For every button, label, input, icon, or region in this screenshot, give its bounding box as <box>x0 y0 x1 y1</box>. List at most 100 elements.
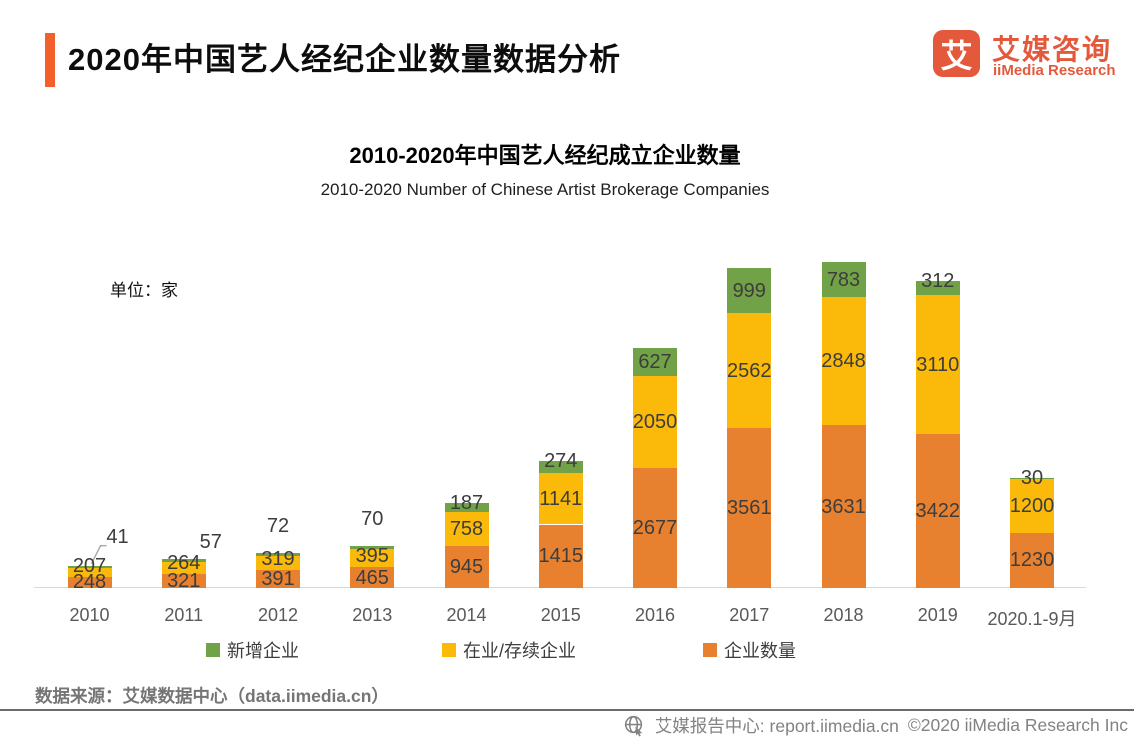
bar-segment-在业/存续企业-2011 <box>161 561 206 574</box>
bar-value-label: 999 <box>732 279 766 302</box>
legend-item-企业数量: 企业数量 <box>703 637 796 663</box>
x-tick-2013: 2013 <box>352 605 393 625</box>
bar-segment-在业/存续企业-2010 <box>67 567 112 577</box>
logo-mark-glyph: 艾 <box>940 37 973 74</box>
bar-segment-新增企业-2013 <box>350 546 395 550</box>
bar-segment-新增企业-2016 <box>633 347 677 376</box>
bar-value-label: 57 <box>199 531 222 554</box>
chart-legend: 新增企业 在业/存续企业 企业数量 <box>0 637 1134 661</box>
x-tick-2017: 2017 <box>729 605 770 625</box>
bar-value-label: 72 <box>266 514 290 537</box>
bar-segment-新增企业-2019 <box>915 280 960 295</box>
iimedia-logo-icon: 艾 <box>933 30 980 77</box>
bar-segment-在业/存续企业-2020.1-9月 <box>1010 478 1054 533</box>
bar-segment-企业数量-2014 <box>444 545 489 588</box>
x-tick-2014: 2014 <box>446 605 487 625</box>
bar-segment-企业数量-2012 <box>256 570 300 588</box>
legend-swatch-icon <box>206 643 220 657</box>
x-tick-2012: 2012 <box>257 605 299 625</box>
bar-segment-在业/存续企业-2015 <box>538 473 583 525</box>
bar-value-label: 274 <box>544 450 578 472</box>
bar-value-label: 465 <box>355 566 389 589</box>
bar-segment-新增企业-2017 <box>727 268 772 314</box>
bar-segment-新增企业-2011 <box>161 559 206 562</box>
bar-value-label: 207 <box>72 554 107 577</box>
bar-value-label: 2050 <box>632 410 678 433</box>
bar-value-label: 2848 <box>821 350 866 373</box>
x-tick-2015: 2015 <box>540 605 581 625</box>
bar-segment-在业/存续企业-2012 <box>256 556 300 571</box>
bar-value-label: 1200 <box>1009 494 1055 517</box>
bar-value-label: 187 <box>449 492 484 515</box>
legend-item-新增企业: 新增企业 <box>206 637 299 663</box>
legend-swatch-icon <box>703 643 717 657</box>
legend-swatch-icon <box>442 643 456 657</box>
bar-segment-企业数量-2019 <box>915 434 960 588</box>
x-tick-2020.1-9月: 2020.1-9月 <box>987 609 1077 629</box>
bar-value-label: 70 <box>361 508 384 531</box>
footer-bar: 艾媒报告中心: report.iimedia.cn ©2020 iiMedia … <box>623 713 1128 737</box>
legend-label: 在业/存续企业 <box>463 641 577 661</box>
bar-segment-企业数量-2011 <box>161 573 206 588</box>
bar-value-label: 264 <box>167 551 201 574</box>
bar-value-label: 395 <box>355 545 389 568</box>
bar-segment-在业/存续企业-2018 <box>821 297 866 425</box>
bar-value-label: 758 <box>449 517 484 540</box>
bar-segment-新增企业-2015 <box>538 460 583 474</box>
callout-leader-line <box>90 545 107 565</box>
bar-value-label: 319 <box>261 548 295 571</box>
bar-segment-新增企业-2012 <box>256 552 300 557</box>
x-tick-2010: 2010 <box>69 605 110 625</box>
legend-label: 新增企业 <box>227 641 299 661</box>
x-axis: 2010 2011 2012 2013 2014 2015 2016 2017 2018 2019… <box>40 605 1086 631</box>
chart-subtitle: 2010-2020 Number of Chinese Artist Broke… <box>320 180 770 199</box>
chart-title: 2010-2020年中国艺人经纪成立企业数量 <box>349 143 741 168</box>
page-title: 2020年中国艺人经纪企业数量数据分析 <box>68 42 621 77</box>
legend-item-在业/存续企业: 在业/存续企业 <box>442 637 576 663</box>
bar-value-label: 248 <box>72 571 107 594</box>
bar-segment-在业/存续企业-2017 <box>727 313 772 429</box>
leader-line-layer <box>90 545 107 565</box>
globe-cursor-icon <box>623 714 646 737</box>
bar-value-label: 312 <box>921 269 955 292</box>
legend-label: 企业数量 <box>724 641 796 661</box>
bar-value-label: 1141 <box>539 487 583 510</box>
bar-segment-新增企业-2020.1-9月 <box>1010 477 1054 479</box>
bar-value-label: 627 <box>638 350 672 373</box>
bar-segment-企业数量-2015 <box>538 524 583 588</box>
bar-value-label: 3631 <box>821 495 866 518</box>
x-tick-2018: 2018 <box>823 605 864 625</box>
bar-segment-在业/存续企业-2013 <box>350 549 395 568</box>
bar-value-label: 3422 <box>915 500 961 523</box>
bar-value-label: 945 <box>449 555 484 578</box>
bar-segment-企业数量-2020.1-9月 <box>1010 532 1054 588</box>
title-accent-bar <box>45 33 55 87</box>
copyright-text: ©2020 iiMedia Research Inc <box>907 715 1128 735</box>
report-center-text: 艾媒报告中心: report.iimedia.cn <box>654 716 899 736</box>
bar-value-label: 1415 <box>538 545 584 568</box>
bar-segment-新增企业-2018 <box>821 262 866 298</box>
bar-segment-在业/存续企业-2016 <box>633 375 677 468</box>
bar-value-label: 41 <box>106 525 129 548</box>
data-source: 数据来源：艾媒数据中心（data.iimedia.cn） <box>35 686 389 706</box>
bar-segment-企业数量-2017 <box>727 428 772 588</box>
bar-segment-在业/存续企业-2014 <box>444 511 489 546</box>
bar-segment-企业数量-2010 <box>67 576 112 588</box>
bar-value-label: 783 <box>826 268 861 291</box>
bar-value-label: 3110 <box>916 353 960 376</box>
bar-value-label: 2562 <box>727 359 772 382</box>
bar-segment-企业数量-2016 <box>633 467 677 588</box>
bar-value-label: 321 <box>167 569 201 592</box>
brand-name-cn: 艾媒咨询 <box>992 34 1113 65</box>
bar-segment-新增企业-2014 <box>444 503 489 512</box>
bar-segment-新增企业-2010 <box>67 565 112 568</box>
bar-value-label: 391 <box>261 568 295 591</box>
bar-value-label: 30 <box>1020 466 1044 489</box>
bar-segment-企业数量-2013 <box>350 567 395 588</box>
x-tick-2011: 2011 <box>164 605 204 625</box>
bar-plot: 248 207 41 321 264 57 391 319 72 465 395 70 945 758 18… <box>34 250 1086 593</box>
bar-value-label: 3561 <box>727 497 772 520</box>
x-tick-2019: 2019 <box>917 605 958 625</box>
bar-segment-企业数量-2018 <box>821 425 866 588</box>
